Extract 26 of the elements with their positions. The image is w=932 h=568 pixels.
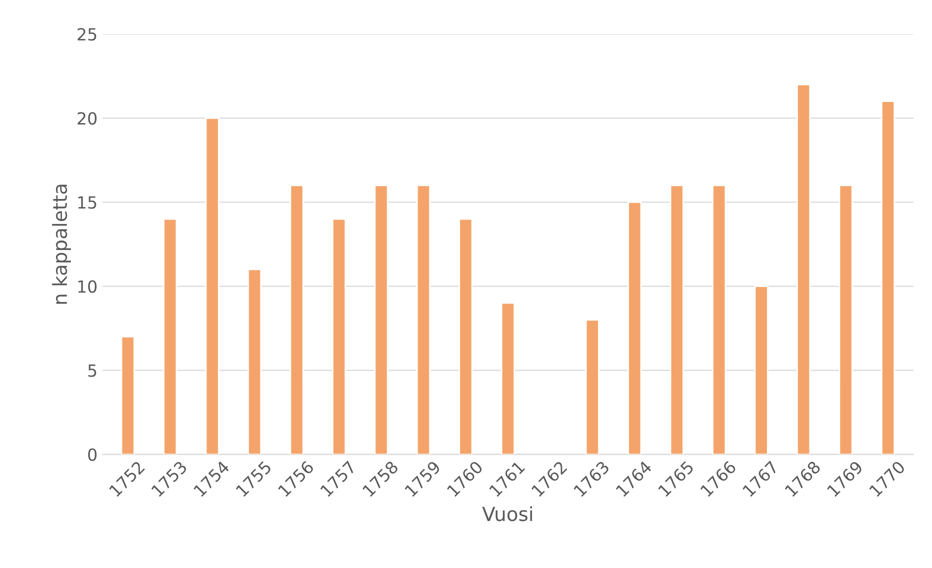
y-tick-label: 20 [78, 112, 97, 125]
bar [248, 268, 262, 454]
bar [374, 184, 388, 454]
bar [416, 184, 431, 454]
bar [754, 286, 768, 454]
bar [163, 218, 178, 454]
bar [458, 218, 473, 454]
bar [290, 184, 304, 454]
y-tick-label: 10 [78, 280, 97, 293]
bar [838, 184, 853, 454]
x-axis-title: Vuosi [482, 506, 532, 522]
bar [712, 184, 726, 454]
bar [628, 202, 642, 454]
bar [880, 100, 896, 454]
bar [585, 319, 600, 454]
bar [500, 302, 515, 454]
y-axis-title: n kappaletta [52, 184, 71, 304]
bar [670, 184, 684, 454]
y-tick-label: 5 [88, 364, 96, 377]
y-tick-label: 0 [88, 448, 97, 461]
y-tick-label: 25 [78, 28, 96, 41]
bar [332, 218, 346, 454]
bar [796, 84, 811, 454]
y-tick-label: 15 [78, 196, 96, 209]
bar [205, 117, 220, 454]
bar [120, 336, 135, 454]
